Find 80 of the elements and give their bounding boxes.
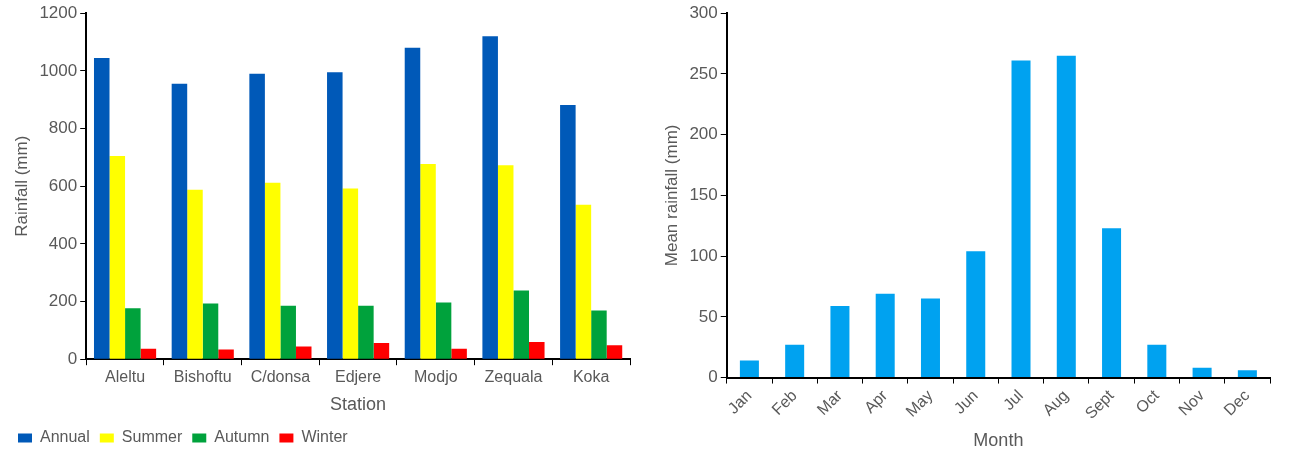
bar: [785, 344, 805, 378]
x-tick-label: Mar: [813, 386, 846, 419]
bar: [451, 348, 467, 359]
y-tick-label: 300: [689, 2, 718, 22]
x-tick-label: C/donsa: [250, 368, 311, 386]
legend-label: Annual: [40, 428, 90, 446]
bar: [1192, 367, 1212, 378]
bar: [109, 155, 126, 359]
bar: [1147, 344, 1167, 378]
x-tick-label: Edjere: [334, 368, 382, 386]
y-tick-label: 400: [48, 233, 78, 253]
y-axis-title: Rainfall (mm): [11, 135, 31, 237]
bar: [1011, 60, 1031, 378]
bar: [830, 305, 850, 378]
y-tick-label: 800: [48, 118, 78, 138]
bar: [575, 204, 592, 359]
x-tick-label: Jun: [950, 386, 981, 417]
bar: [529, 341, 545, 359]
legend-label: Autumn: [214, 428, 270, 446]
x-tick-label: Zequala: [484, 368, 543, 386]
bar: [482, 36, 498, 359]
y-tick-label: 250: [689, 63, 718, 83]
bar: [435, 302, 452, 359]
bar: [1237, 370, 1257, 378]
bar: [739, 360, 759, 378]
bar: [373, 343, 390, 359]
bar: [875, 293, 895, 378]
x-axis-title: Month: [973, 430, 1024, 451]
legend-label: Winter: [301, 428, 349, 446]
bar: [1056, 55, 1076, 378]
x-tick-label: Koka: [572, 368, 610, 386]
bar: [404, 47, 421, 359]
x-tick-label: Dec: [1220, 386, 1253, 419]
bar: [920, 298, 940, 378]
x-tick-label: Modjo: [414, 368, 458, 386]
bar: [342, 188, 359, 359]
y-tick-label: 200: [48, 291, 78, 311]
y-tick-label: 0: [708, 367, 718, 387]
bar: [93, 57, 110, 359]
x-tick-label: Nov: [1175, 386, 1208, 419]
bar: [497, 165, 514, 359]
bar: [125, 308, 141, 359]
bar: [513, 290, 530, 359]
bar: [218, 349, 234, 359]
y-tick-label: 150: [689, 185, 718, 205]
x-tick-label: Jul: [999, 386, 1027, 414]
bar: [249, 73, 265, 359]
y-tick-label: 0: [67, 348, 78, 368]
bar: [358, 305, 374, 359]
y-tick-label: 1200: [39, 2, 78, 22]
y-tick-label: 1000: [39, 60, 78, 80]
x-axis-title: Station: [330, 394, 387, 415]
bar: [591, 310, 607, 359]
bar: [140, 348, 157, 359]
bar: [202, 303, 219, 359]
bar: [171, 83, 188, 359]
x-tick-label: Aleltu: [105, 368, 146, 386]
x-tick-label: Aug: [1039, 386, 1072, 419]
x-tick-label: Bishoftu: [173, 368, 232, 386]
bar: [606, 345, 623, 359]
x-tick-label: May: [902, 386, 936, 420]
y-tick-label: 200: [689, 124, 718, 144]
bar: [420, 164, 436, 359]
x-tick-label: Oct: [1132, 386, 1163, 417]
y-tick-label: 50: [698, 306, 718, 326]
y-axis-title: Mean rainfall (mm): [661, 124, 681, 267]
bar: [1102, 228, 1122, 378]
bar: [295, 346, 312, 359]
bar: [264, 182, 281, 359]
bar: [280, 305, 296, 359]
bar: [327, 72, 343, 359]
bar: [966, 251, 986, 378]
x-tick-label: Jan: [724, 386, 755, 417]
y-tick-label: 600: [48, 175, 78, 195]
x-tick-label: Apr: [860, 386, 891, 417]
legend-label: Summer: [121, 428, 183, 446]
x-tick-label: Feb: [768, 386, 800, 419]
y-tick-label: 100: [689, 245, 718, 265]
bar: [187, 189, 203, 359]
bar: [560, 104, 576, 359]
